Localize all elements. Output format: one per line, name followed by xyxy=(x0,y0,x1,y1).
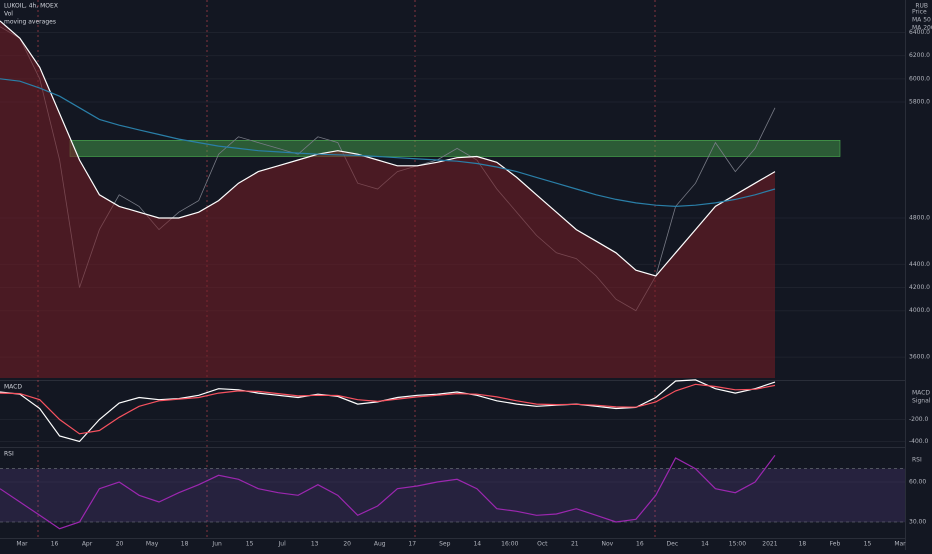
series-line xyxy=(0,20,776,277)
x-tick-label: 2021 xyxy=(762,541,777,548)
x-tick-label: 18 xyxy=(799,541,807,548)
x-tick-label: 15:00 xyxy=(729,541,746,548)
y-tick-label: 6000.0 xyxy=(909,75,930,82)
y-tick-label: -400.0 xyxy=(909,438,929,445)
x-tick-label: 15 xyxy=(864,541,872,548)
series-legend: MA 50 xyxy=(912,17,931,24)
x-tick-label: 20 xyxy=(116,541,124,548)
series-legend: Price xyxy=(912,9,927,16)
y-tick-label: 6200.0 xyxy=(909,52,930,59)
x-tick-label: 21 xyxy=(571,541,579,548)
x-tick-label: 14 xyxy=(473,541,481,548)
macd-title: MACD xyxy=(4,384,22,391)
volume-label: Vol xyxy=(4,11,13,18)
x-tick-label: Sep xyxy=(439,541,451,548)
x-tick-label: Nov xyxy=(601,541,613,548)
y-tick-label: 60.00 xyxy=(909,479,926,486)
x-tick-label: 15 xyxy=(246,541,254,548)
y-tick-label: 30.00 xyxy=(909,519,926,526)
y-tick-label: 5800.0 xyxy=(909,99,930,106)
x-tick-label: Jul xyxy=(278,541,287,548)
x-tick-label: Aug xyxy=(374,541,386,548)
y-tick-label: 3600.0 xyxy=(909,354,930,361)
x-tick-label: Apr xyxy=(82,541,93,548)
currency: RUB xyxy=(915,3,928,10)
series-line xyxy=(0,383,776,435)
series-legend: MA 200 xyxy=(912,25,932,32)
y-tick-label: 4800.0 xyxy=(909,214,930,221)
series-legend: MACD xyxy=(912,390,930,397)
x-tick-label: 13 xyxy=(311,541,319,548)
series-line xyxy=(0,454,776,530)
x-tick-label: 20 xyxy=(343,541,351,548)
series-line xyxy=(0,78,776,208)
x-tick-label: Mar xyxy=(16,541,28,548)
y-tick-label: -200.0 xyxy=(909,416,929,423)
zone xyxy=(69,140,841,157)
x-tick-label: Jun xyxy=(211,541,222,548)
x-tick-label: 17 xyxy=(408,541,416,548)
x-tick-label: Feb xyxy=(830,541,841,548)
x-tick-label: Dec xyxy=(667,541,679,548)
y-tick-label: 4000.0 xyxy=(909,307,930,314)
x-tick-label: May xyxy=(146,541,159,548)
x-tick-label: 18 xyxy=(181,541,189,548)
x-tick-label: 16 xyxy=(51,541,59,548)
x-tick-label: 16:00 xyxy=(501,541,518,548)
ma-area xyxy=(0,20,775,379)
symbol-title: LUKOIL, 4h, MOEX xyxy=(4,3,58,10)
rsi-band xyxy=(0,468,905,522)
y-tick-label: 4200.0 xyxy=(909,284,930,291)
y-tick-label: 6400.0 xyxy=(909,29,930,36)
rsi-title: RSI xyxy=(4,451,14,458)
x-tick-label: Oct xyxy=(537,541,548,548)
x-tick-label: 16 xyxy=(636,541,644,548)
x-tick-label: Mar xyxy=(894,541,906,548)
y-tick-label: 4400.0 xyxy=(909,261,930,268)
series-legend: Signal xyxy=(912,398,931,405)
x-tick-label: 14 xyxy=(701,541,709,548)
series-legend: RSI xyxy=(912,457,922,464)
indicator-label: moving averages xyxy=(4,19,56,26)
